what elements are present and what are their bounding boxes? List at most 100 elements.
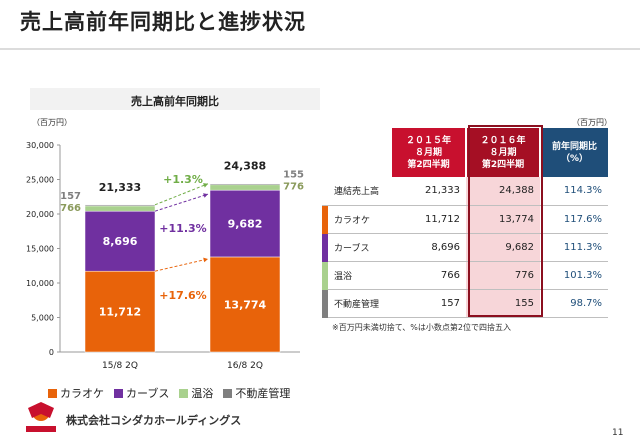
cell-yoy: 101.3% [540,261,608,290]
header-2016: ２０１６年 ８月期 第2四半期 [466,128,540,177]
growth-arrow-total [154,183,209,206]
data-label-onsen: 776 [283,182,304,193]
legend-item-onsen: 温浴 [179,385,213,401]
chart-unit-label: （百万円） [32,118,72,127]
y-tick-label: 20,000 [26,210,54,219]
legend-label-curves: カーブス [126,387,170,400]
table-row: カーブス 8,696 9,682 111.3% [322,233,608,262]
growth-arrow-karaoke [154,258,209,272]
header-2015: ２０１５年 ８月期 第2四半期 [392,128,467,177]
table-row: 不動産管理 157 155 98.7% [322,289,608,318]
company-logo-icon [26,402,56,432]
cell-2015: 21,333 [392,177,466,206]
header-2015-line2: ８月期 [414,147,442,158]
header-2016-line1: ２０１６年 [480,135,526,146]
header-yoy-line2: （%） [560,153,589,164]
header-2015-line1: ２０１５年 [405,135,451,146]
bar-karaoke [209,256,281,353]
table-row: 連結売上高 21,333 24,388 114.3% [322,177,608,206]
row-label: 温浴 [322,261,392,290]
cell-yoy: 111.3% [540,233,608,262]
row-label: 連結売上高 [322,177,392,206]
data-label-total: 21,333 [99,181,141,194]
data-label-realestate: 155 [283,170,304,181]
x-tick-label: 15/8 2Q [102,361,138,371]
header-blank [322,128,392,177]
row-color-swatch [322,233,328,262]
bar-onsen [209,184,281,191]
bar-onsen [84,205,156,212]
data-label-karaoke: 13,774 [224,298,267,311]
cell-yoy: 98.7% [540,289,608,318]
chart-title: 売上高前年同期比 [131,95,219,108]
cell-2016: 776 [466,261,540,290]
table-footnote: ※百万円未満切捨て、%は小数点第2位で四捨五入 [332,323,511,332]
y-tick-label: 15,000 [26,245,54,254]
legend-item-curves: カーブス [114,385,169,401]
legend-item-realestate: 不動産管理 [223,385,290,401]
data-label-onsen: 766 [60,203,81,214]
data-label-curves: 8,696 [103,235,138,248]
bar-curves [84,210,156,272]
cell-yoy: 117.6% [540,205,608,234]
legend-swatch-karaoke [48,388,57,398]
cell-2016: 13,774 [466,205,540,234]
growth-label-total: +1.3% [163,173,203,186]
row-label: カーブス [322,233,392,262]
row-label: カラオケ [322,205,392,234]
legend-label-onsen: 温浴 [191,387,214,400]
row-label: 不動産管理 [322,289,392,318]
header-yoy: 前年同期比 （%） [539,128,608,177]
title-divider [0,48,640,50]
data-label-curves: 9,682 [228,218,263,231]
legend-label-karaoke: カラオケ [60,387,104,400]
sales-table: ２０１５年 ８月期 第2四半期 ２０１６年 ８月期 第2四半期 前年同期比 （%… [322,128,608,318]
header-2015-line3: 第2四半期 [407,159,450,170]
y-tick-label: 0 [49,348,54,357]
company-name: 株式会社コシダカホールディングス [66,414,242,427]
chart-title-banner [30,88,320,110]
page-title: 売上高前年同期比と進捗状況 [20,10,306,34]
growth-label-karaoke: +17.6% [159,289,206,302]
growth-arrow-curves [154,193,209,212]
legend-item-karaoke: カラオケ [48,385,104,401]
cell-2015: 766 [392,261,466,290]
page-number: 11 [612,428,624,438]
row-color-swatch [322,205,328,234]
table-header-row: ２０１５年 ８月期 第2四半期 ２０１６年 ８月期 第2四半期 前年同期比 （%… [322,128,608,177]
y-tick-label: 5,000 [31,314,54,323]
y-tick-label: 25,000 [26,176,54,185]
growth-arrow-curves-head [203,193,208,198]
table-unit-label: （百万円） [572,118,612,127]
cell-2016: 155 [466,289,540,318]
table-row: カラオケ 11,712 13,774 117.6% [322,205,608,234]
row-color-swatch [322,289,328,318]
y-tick-label: 10,000 [26,279,54,288]
cell-2016: 9,682 [466,233,540,262]
cell-2015: 157 [392,289,466,318]
data-label-total: 24,388 [224,160,266,173]
bar-curves [209,189,281,258]
legend-swatch-curves [114,388,123,398]
cell-2015: 8,696 [392,233,466,262]
chart-legend: カラオケ カーブス 温浴 不動産管理 [48,385,300,401]
legend-swatch-onsen [179,388,189,398]
legend-label-realestate: 不動産管理 [235,387,291,400]
cell-yoy: 114.3% [540,177,608,206]
data-label-karaoke: 11,712 [99,306,141,319]
x-tick-label: 16/8 2Q [227,361,263,371]
header-2016-line2: ８月期 [489,147,517,158]
row-color-swatch [322,261,328,290]
bar-realestate [209,183,281,186]
growth-label-curves: +11.3% [159,222,206,235]
cell-2015: 11,712 [392,205,466,234]
bar-karaoke [84,270,156,353]
bar-realestate [84,204,156,207]
y-tick-label: 30,000 [26,141,54,150]
stacked-bar-chart: 0 5,000 10,000 15,000 20,000 25,000 30,000 15/8… [26,141,304,371]
cell-2016: 24,388 [466,177,540,206]
table-row: 温浴 766 776 101.3% [322,261,608,290]
header-2016-line3: 第2四半期 [481,159,525,170]
growth-arrow-total-head [203,183,208,188]
data-label-realestate: 157 [60,191,81,202]
